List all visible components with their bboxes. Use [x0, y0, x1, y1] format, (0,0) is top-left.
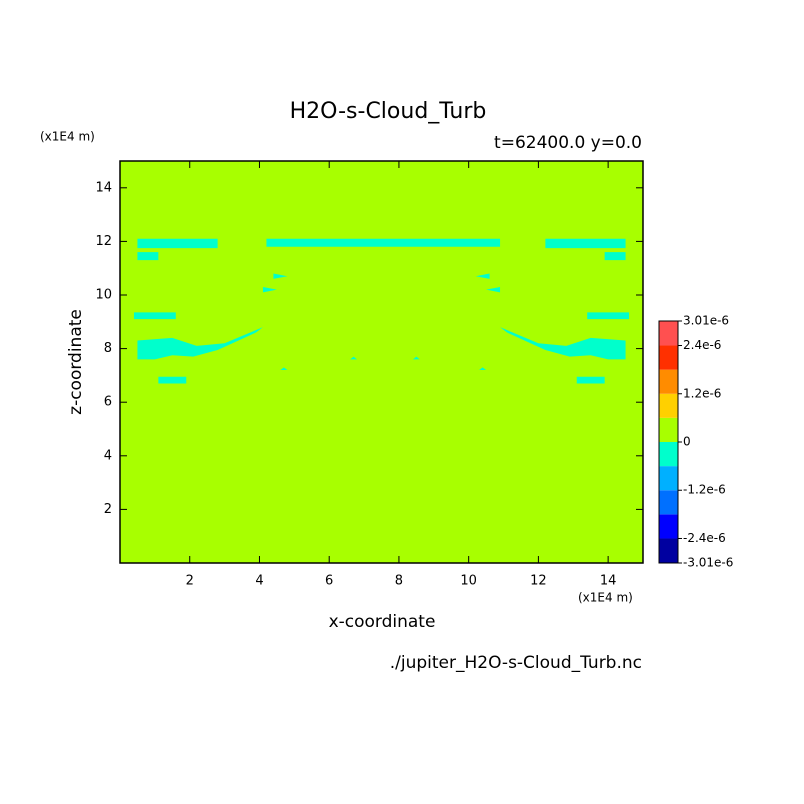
field-background — [120, 161, 643, 563]
colorbar-tick-label: 2.4e-6 — [683, 338, 721, 352]
contour-region — [266, 238, 501, 247]
colorbar-segment — [659, 393, 678, 418]
y-unit: (x1E4 m) — [40, 130, 95, 144]
colorbar-segment — [659, 442, 678, 467]
contour-region — [137, 238, 218, 249]
x-tick-label: 12 — [530, 574, 547, 589]
contour-region — [350, 356, 358, 360]
y-tick-label: 14 — [95, 180, 112, 195]
contour-region — [412, 356, 420, 360]
y-tick-label: 10 — [95, 288, 112, 303]
y-tick-label: 4 — [104, 448, 112, 463]
contour-region — [576, 376, 605, 384]
y-tick-label: 12 — [95, 234, 112, 249]
colorbar-segment — [659, 417, 678, 442]
contour-region — [158, 376, 187, 384]
colorbar-tick-label: 0 — [683, 435, 691, 449]
contour-region — [500, 327, 626, 360]
colorbar-segment — [659, 369, 678, 394]
contour-region — [545, 238, 626, 249]
contour-region — [280, 367, 288, 371]
colorbar-tick-label: 1.2e-6 — [683, 386, 721, 400]
contour-region — [133, 312, 176, 320]
contour-region — [486, 286, 501, 293]
plot-frame — [119, 160, 644, 564]
x-tick-label: 14 — [600, 574, 617, 589]
contour-region — [273, 273, 288, 279]
contour-region — [475, 273, 490, 279]
colorbar-segment — [659, 466, 678, 491]
footer: ./jupiter_H2O-s-Cloud_Turb.nc — [390, 653, 642, 673]
x-tick-label: 6 — [325, 574, 333, 589]
x-axis-label: x-coordinate — [329, 612, 436, 632]
x-tick-label: 2 — [186, 574, 194, 589]
colorbar-segment — [659, 345, 678, 370]
contour-region — [479, 367, 487, 371]
contour-region — [587, 312, 630, 320]
colorbar-segment — [659, 321, 678, 346]
colorbar-segment — [659, 490, 678, 515]
y-tick-label: 2 — [104, 502, 112, 517]
colorbar-tick-label: -2.4e-6 — [683, 531, 726, 545]
y-tick-label: 6 — [104, 395, 112, 410]
contour-region — [604, 252, 626, 261]
colorbar-tick-label: 3.01e-6 — [683, 314, 729, 328]
chart-title: H2O-s-Cloud_Turb — [290, 99, 487, 124]
contour-region — [262, 286, 277, 293]
x-tick-label: 10 — [460, 574, 477, 589]
contour-region — [137, 252, 159, 261]
colorbar-segment — [659, 538, 678, 563]
x-tick-label: 8 — [395, 574, 403, 589]
y-axis-label: z-coordinate — [66, 309, 86, 415]
colorbar-segment — [659, 514, 678, 539]
colorbar-tick-label: -3.01e-6 — [683, 556, 733, 570]
chart-subtitle: t=62400.0 y=0.0 — [494, 133, 642, 153]
contour-region — [137, 327, 263, 360]
y-tick-label: 8 — [104, 341, 112, 356]
colorbar-tick-label: -1.2e-6 — [683, 483, 726, 497]
x-tick-label: 4 — [255, 574, 263, 589]
x-unit: (x1E4 m) — [578, 591, 633, 605]
